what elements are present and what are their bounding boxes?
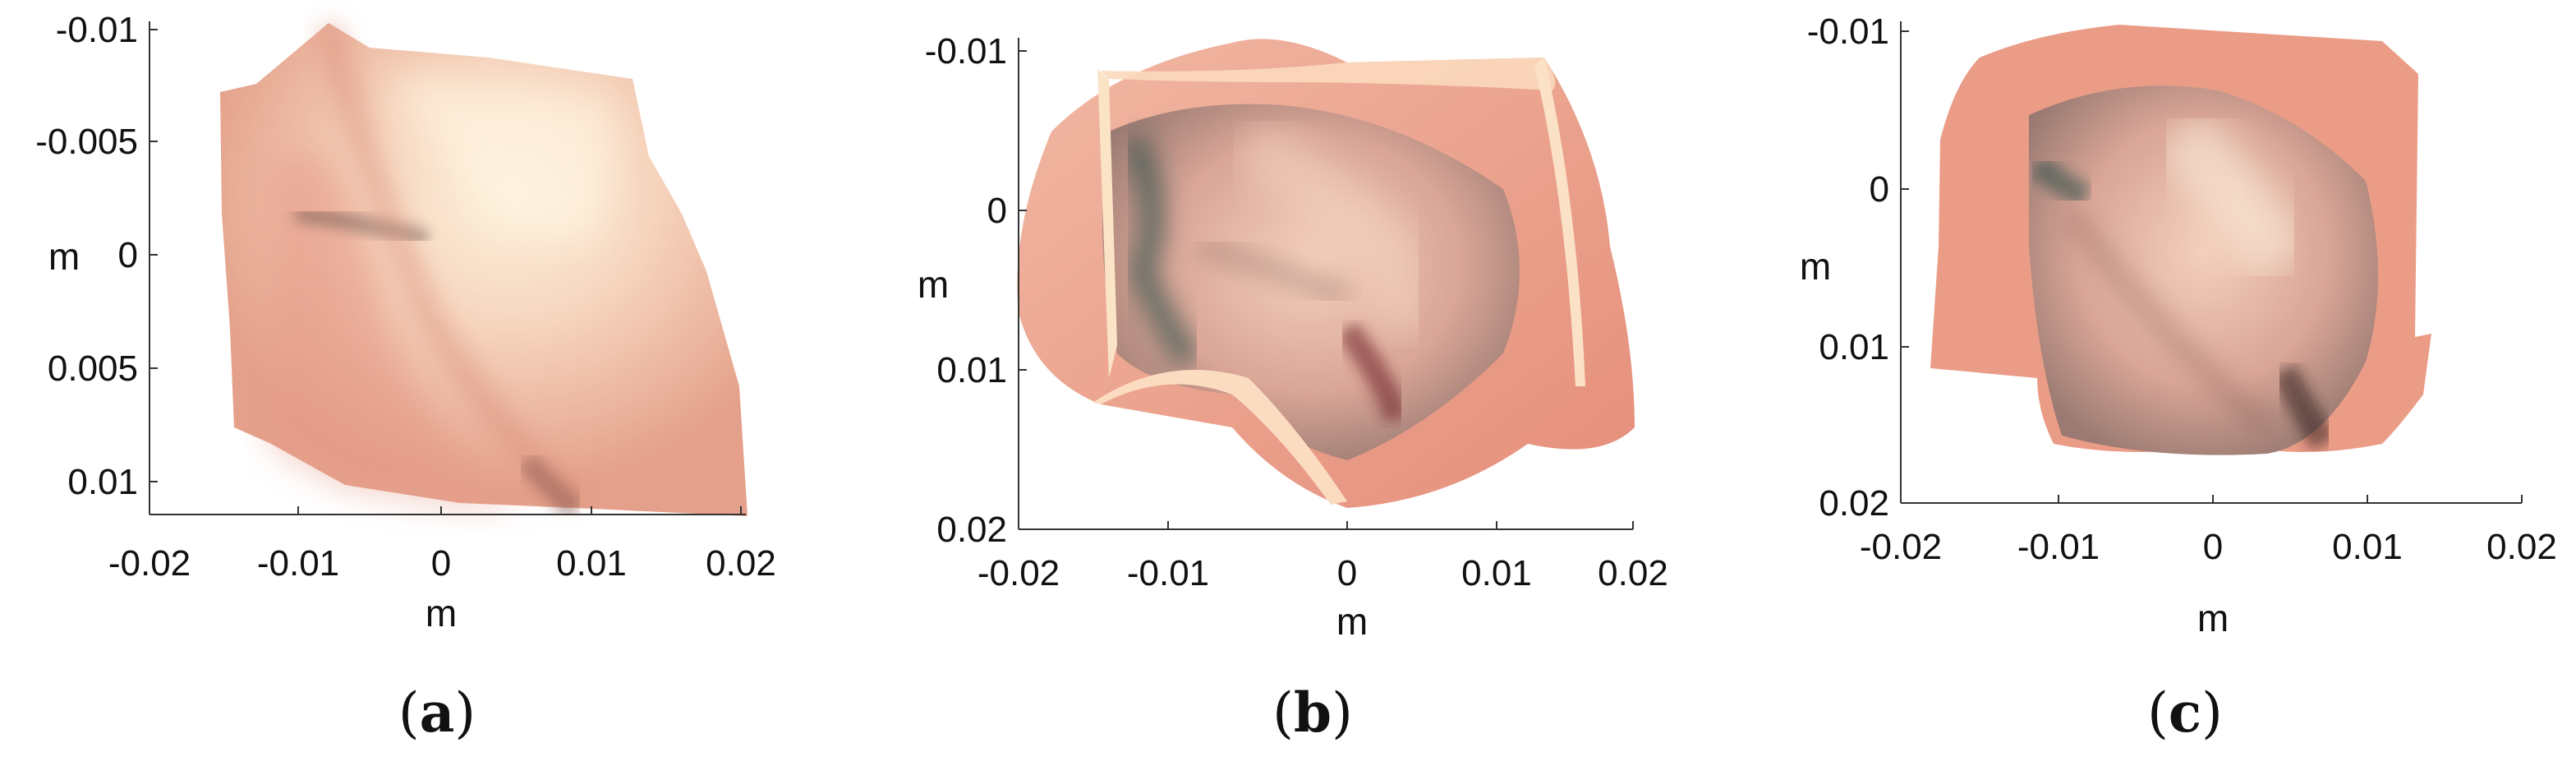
x-tick-label: -0.01 xyxy=(1127,553,1209,593)
x-tick-label: -0.02 xyxy=(108,543,191,584)
surface-image-b xyxy=(1017,39,1635,508)
y-axis-label-b: m xyxy=(918,263,949,306)
x-tick-label: 0 xyxy=(1337,553,1357,593)
panel-a: -0.01 -0.005 0 0.005 0.01 -0.02 -0.01 0 0.01 0.0… xyxy=(35,10,776,745)
caption-a: (a) xyxy=(398,681,476,745)
y-tick-label: 0.01 xyxy=(936,350,1007,390)
x-tick-label: 0.01 xyxy=(1461,553,1532,593)
y-tick-label: -0.01 xyxy=(1807,12,1889,52)
y-tick-label: 0.02 xyxy=(1819,483,1889,524)
surface-image-c xyxy=(1930,25,2431,455)
surface-image-a xyxy=(220,21,748,518)
x-tick-label: 0.02 xyxy=(1598,553,1668,593)
caption-c: (c) xyxy=(2147,681,2223,745)
y-tick-label: 0 xyxy=(987,191,1007,231)
x-axis-label-c: m xyxy=(2197,597,2229,639)
x-tick-label: -0.01 xyxy=(2017,527,2100,567)
panel-b: -0.01 0 0.01 0.02 -0.02 -0.01 0 0.01 0.02 m m (… xyxy=(918,31,1668,745)
x-tick-label: 0.01 xyxy=(556,543,627,584)
y-tick-label: 0.01 xyxy=(1819,327,1889,367)
x-tick-label: 0.01 xyxy=(2332,527,2403,567)
y-tick-label: 0 xyxy=(1870,169,1889,210)
y-tick-label: -0.01 xyxy=(56,10,138,50)
x-tick-label: 0 xyxy=(2203,527,2223,567)
x-axis-label-a: m xyxy=(426,592,457,634)
x-axis-label-b: m xyxy=(1336,600,1368,643)
x-tick-label: 0.02 xyxy=(706,543,776,584)
caption-b: (b) xyxy=(1272,681,1353,745)
x-tick-label: 0.02 xyxy=(2486,527,2557,567)
y-tick-label: -0.01 xyxy=(925,31,1007,72)
panel-c: -0.01 0 0.01 0.02 -0.02 -0.01 0 0.01 0.02 m m (… xyxy=(1800,12,2557,745)
x-tick-label: -0.01 xyxy=(257,543,339,584)
y-axis-label-a: m xyxy=(48,235,80,278)
y-tick-label: 0 xyxy=(118,235,138,275)
x-tick-label: -0.02 xyxy=(978,553,1060,593)
x-tick-label: -0.02 xyxy=(1860,527,1942,567)
y-tick-label: 0.005 xyxy=(48,348,138,389)
y-tick-label: 0.01 xyxy=(67,462,138,502)
y-tick-label: -0.005 xyxy=(35,122,138,162)
y-tick-label: 0.02 xyxy=(936,510,1007,550)
x-tick-label: 0 xyxy=(431,543,451,584)
y-axis-label-c: m xyxy=(1800,245,1831,288)
